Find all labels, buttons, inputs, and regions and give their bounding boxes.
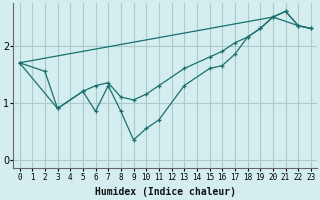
X-axis label: Humidex (Indice chaleur): Humidex (Indice chaleur)	[95, 187, 236, 197]
